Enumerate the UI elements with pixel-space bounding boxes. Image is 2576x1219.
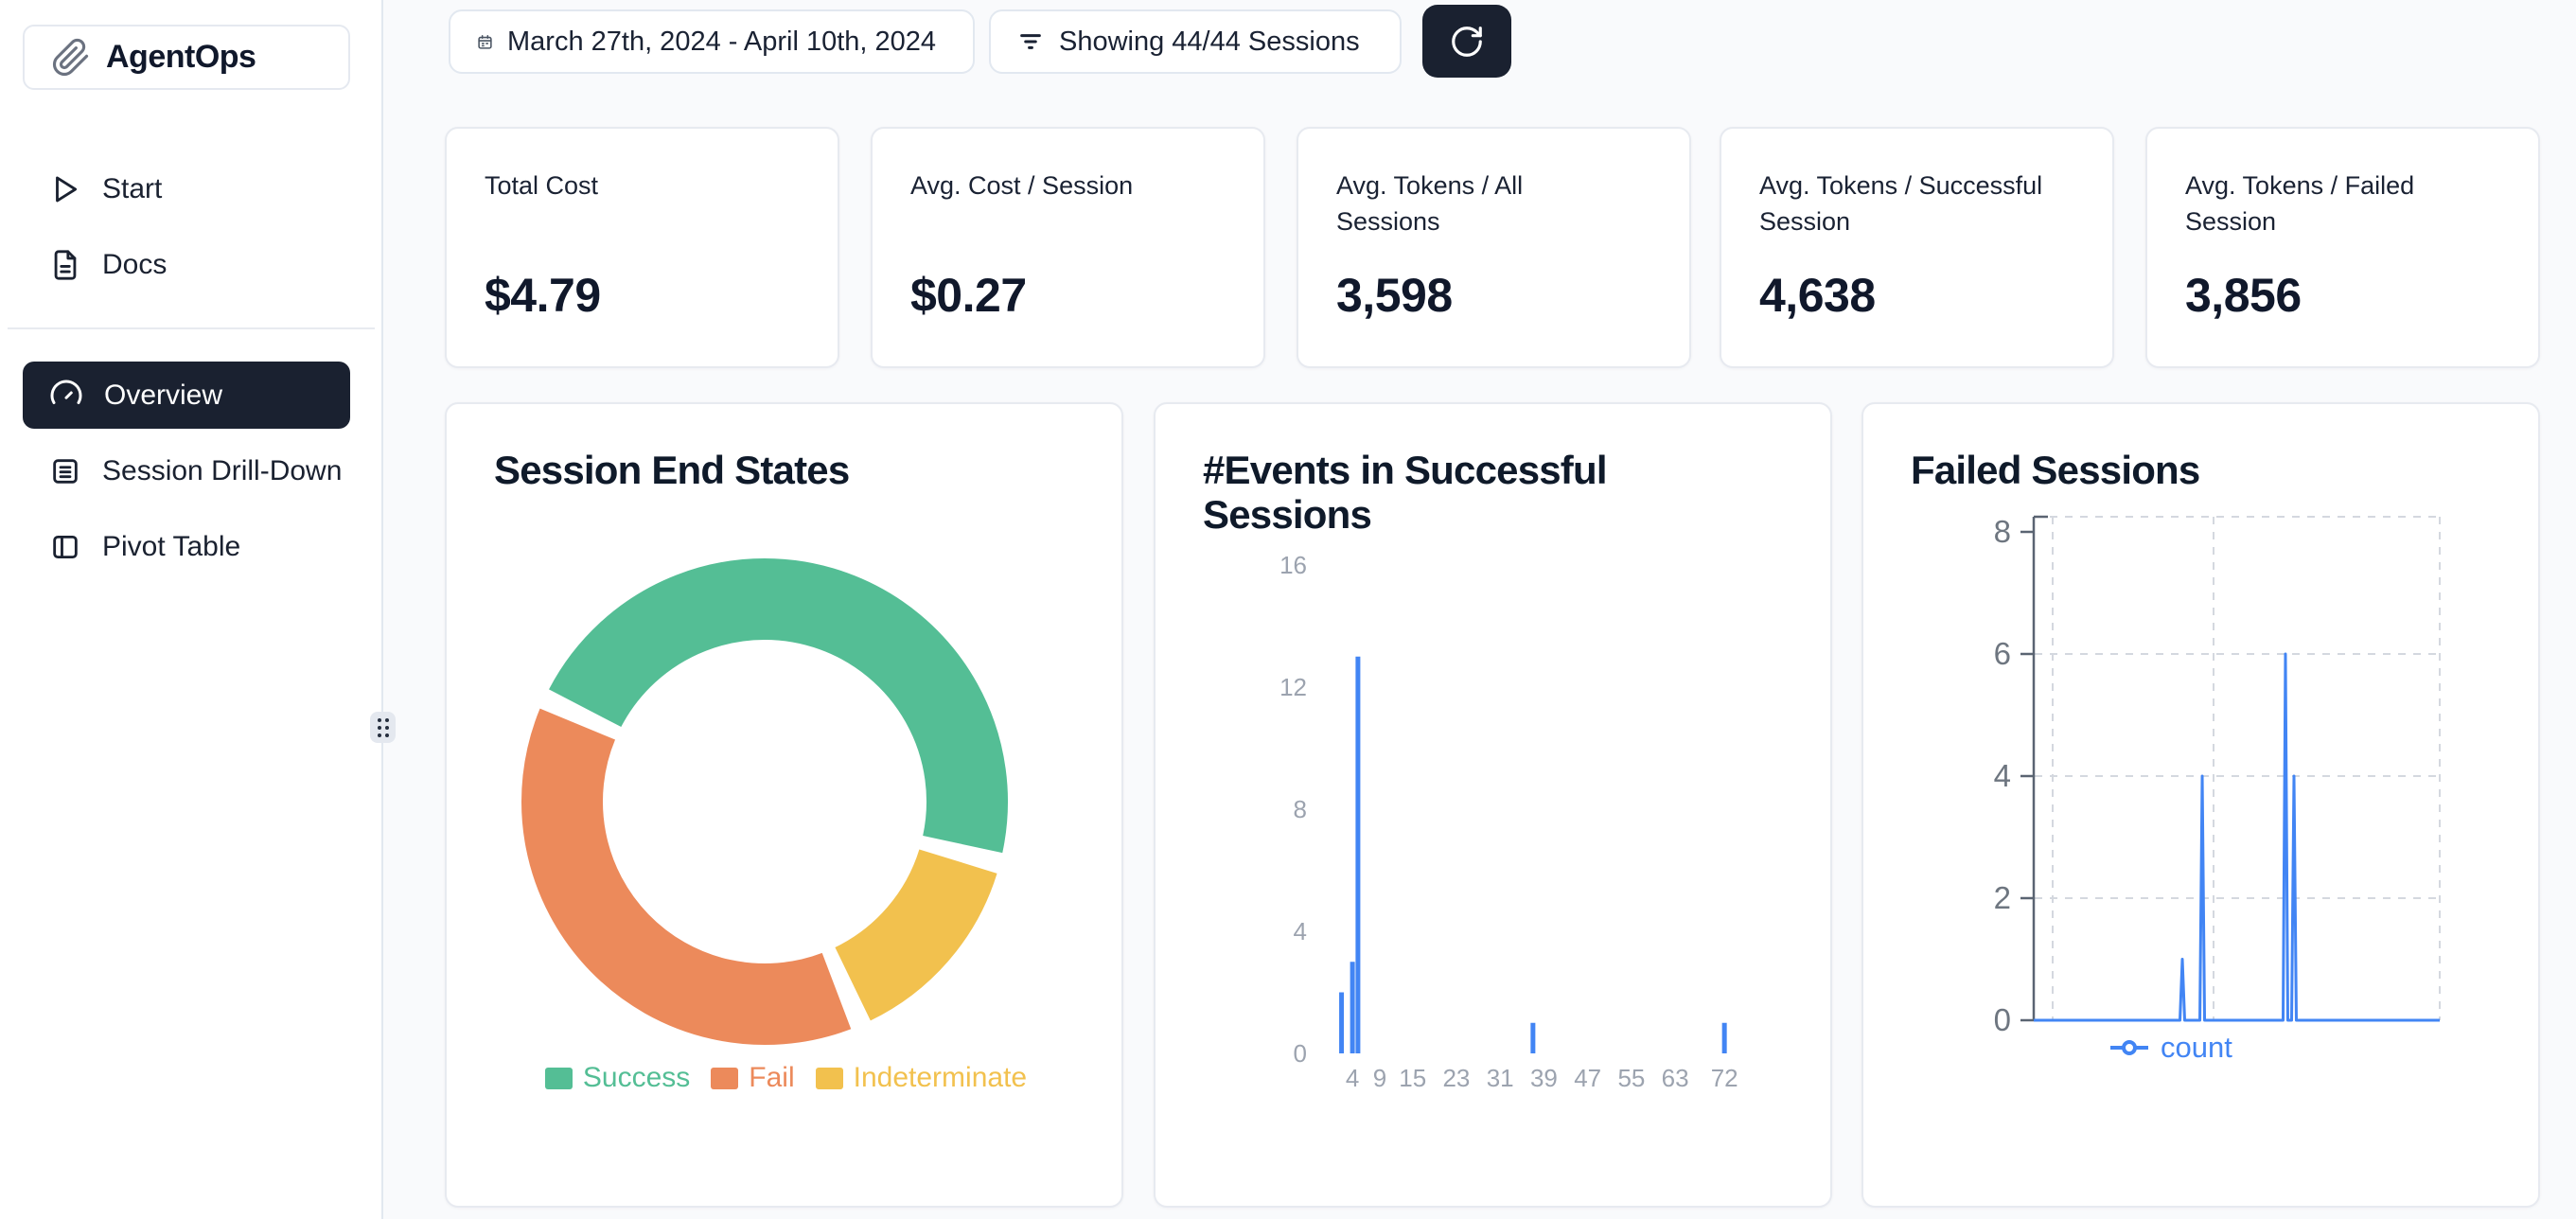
legend-label: Indeterminate xyxy=(853,1062,1028,1093)
count-line-series xyxy=(2034,652,2440,1022)
legend-label: Fail xyxy=(749,1062,795,1093)
sidebar-item-pivot-table[interactable]: Pivot Table xyxy=(23,513,350,581)
legend-label: Success xyxy=(582,1062,691,1093)
stat-card-label: Avg. Cost / Session xyxy=(910,171,1134,200)
y-tick-label: 6 xyxy=(1994,636,2011,671)
legend-item-fail[interactable]: Fail xyxy=(711,1062,795,1094)
x-tick-label: 47 xyxy=(1574,1064,1601,1092)
sidebar-resize-handle[interactable] xyxy=(370,712,396,743)
histogram-bar xyxy=(1350,962,1355,1053)
y-tick-label: 4 xyxy=(1294,917,1307,945)
play-icon xyxy=(49,173,81,205)
x-tick-label: 15 xyxy=(1399,1064,1426,1092)
legend-swatch-icon xyxy=(544,1067,573,1089)
failed-sessions-card: Failed Sessions 0 2 4 6 8 count xyxy=(1861,402,2540,1208)
sessions-filter-label: Showing 44/44 Sessions xyxy=(1059,26,1360,57)
refresh-button[interactable] xyxy=(1422,5,1511,78)
logo-text: AgentOps xyxy=(106,39,256,75)
stat-card: Total Cost $4.79 xyxy=(445,127,839,368)
histogram-bar xyxy=(1355,656,1361,1053)
session-end-states-donut-chart xyxy=(521,558,1008,1045)
failed-sessions-line-chart: 0 2 4 6 8 xyxy=(1994,514,2441,1037)
y-tick-label: 0 xyxy=(1994,1002,2011,1037)
x-tick-label: 55 xyxy=(1617,1064,1645,1092)
session-end-states-card: Session End States Success Fail Indetermin… xyxy=(445,402,1123,1208)
stat-card: Avg. Tokens / All Sessions 3,598 xyxy=(1297,127,1691,368)
donut-legend: Success Fail Indeterminate xyxy=(447,1062,1125,1094)
x-tick-label: 39 xyxy=(1530,1064,1558,1092)
stat-card-value: 3,856 xyxy=(2185,269,2302,322)
stat-card: Avg. Tokens / Successful Session 4,638 xyxy=(1720,127,2114,368)
refresh-icon xyxy=(1449,24,1485,60)
sidebar-item-label: Session Drill-Down xyxy=(102,455,343,486)
stat-card-label: Avg. Tokens / Failed Session xyxy=(2185,171,2415,236)
sidebar-divider xyxy=(8,327,375,329)
count-legend-marker-icon xyxy=(2110,1040,2148,1055)
y-tick-label: 12 xyxy=(1279,673,1307,701)
sidebar: AgentOps Start Docs Overview Session Drill… xyxy=(0,0,383,1219)
sidebar-item-docs[interactable]: Docs xyxy=(23,231,350,299)
stat-card-label: Avg. Tokens / Successful Session xyxy=(1759,171,2043,236)
sidebar-item-label: Start xyxy=(102,173,163,204)
stat-card: Avg. Cost / Session $0.27 xyxy=(871,127,1265,368)
stat-card-label: Total Cost xyxy=(485,171,599,200)
sidebar-item-start[interactable]: Start xyxy=(23,155,350,223)
list-box-icon xyxy=(49,455,81,487)
paperclip-logo-icon xyxy=(51,38,91,78)
y-tick-label: 8 xyxy=(1994,514,2011,549)
y-tick-label: 0 xyxy=(1294,1039,1307,1068)
chart-title-events: #Events in Successful Sessions xyxy=(1203,448,1608,538)
chart-title-failed-sessions: Failed Sessions xyxy=(1911,448,2200,492)
sidebar-item-label: Overview xyxy=(104,379,223,411)
stat-card-value: 3,598 xyxy=(1336,269,1453,322)
legend-item-indeterminate[interactable]: Indeterminate xyxy=(815,1062,1028,1094)
x-tick-label: 4 xyxy=(1346,1064,1359,1092)
y-tick-label: 4 xyxy=(1994,758,2011,793)
sidebar-item-label: Docs xyxy=(102,249,168,280)
panel-left-icon xyxy=(49,531,81,563)
y-tick-label: 8 xyxy=(1294,795,1307,823)
count-legend-item[interactable]: count xyxy=(2108,1031,2232,1065)
stat-card-value: 4,638 xyxy=(1759,269,1876,322)
legend-swatch-icon xyxy=(711,1067,739,1089)
x-tick-label: 31 xyxy=(1487,1064,1514,1092)
x-tick-label: 23 xyxy=(1442,1064,1470,1092)
histogram-bar xyxy=(1339,992,1345,1053)
filter-icon xyxy=(1017,28,1044,55)
calendar-icon xyxy=(477,34,493,50)
x-tick-label: 72 xyxy=(1711,1064,1738,1092)
histogram-bar xyxy=(1530,1022,1536,1053)
sidebar-item-session-drill-down[interactable]: Session Drill-Down xyxy=(23,437,350,505)
stat-card: Avg. Tokens / Failed Session 3,856 xyxy=(2145,127,2540,368)
donut-segment-indeterminate xyxy=(834,848,997,1021)
chart-title-session-end-states: Session End States xyxy=(494,448,850,492)
stat-card-label: Avg. Tokens / All Sessions xyxy=(1336,171,1524,236)
sessions-filter-button[interactable]: Showing 44/44 Sessions xyxy=(989,9,1402,74)
x-tick-label: 9 xyxy=(1373,1064,1386,1092)
histogram-bar xyxy=(1721,1022,1727,1053)
y-tick-label: 2 xyxy=(1994,880,2011,915)
gauge-icon xyxy=(49,379,83,413)
y-tick-label: 16 xyxy=(1279,551,1307,579)
legend-swatch-icon xyxy=(815,1067,843,1089)
stat-card-value: $0.27 xyxy=(910,269,1027,322)
logo[interactable]: AgentOps xyxy=(23,25,350,90)
document-icon xyxy=(49,249,81,281)
date-range-button[interactable]: March 27th, 2024 - April 10th, 2024 xyxy=(449,9,975,74)
sidebar-item-overview[interactable]: Overview xyxy=(23,362,350,429)
stat-card-value: $4.79 xyxy=(485,269,601,322)
legend-item-success[interactable]: Success xyxy=(544,1062,691,1094)
donut-segment-fail xyxy=(521,708,852,1045)
donut-segment-success xyxy=(549,558,1008,854)
sidebar-item-label: Pivot Table xyxy=(102,531,241,562)
date-range-label: March 27th, 2024 - April 10th, 2024 xyxy=(507,26,937,57)
events-histogram-card: #Events in Successful Sessions 0 4 8 12 16 4 9… xyxy=(1154,402,1832,1208)
count-legend-label: count xyxy=(2161,1031,2232,1064)
x-tick-label: 63 xyxy=(1662,1064,1689,1092)
